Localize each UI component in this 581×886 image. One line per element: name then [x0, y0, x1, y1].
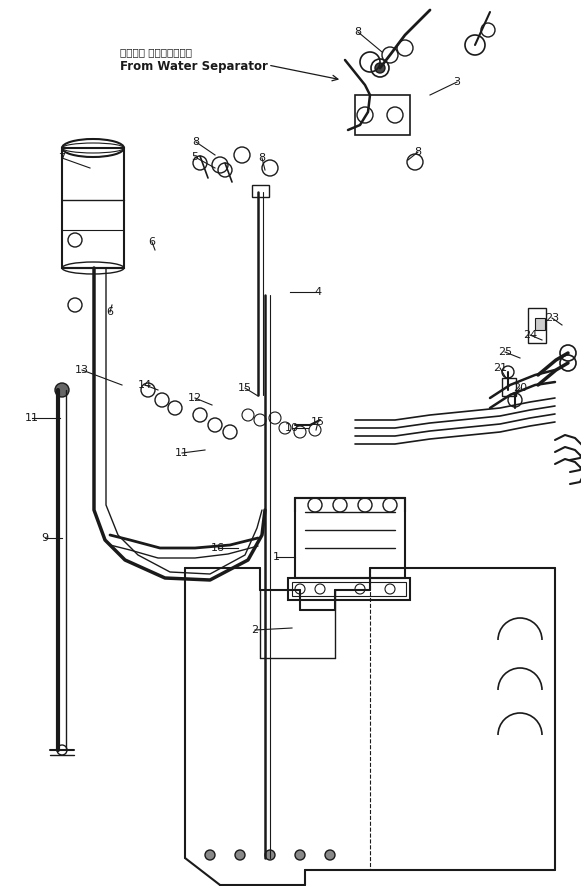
Text: 1: 1 [272, 552, 279, 562]
Text: 6: 6 [149, 237, 156, 247]
Bar [62, 148, 124, 268]
Text: 13: 13 [75, 365, 89, 375]
Bar [252, 185, 269, 197]
Circle shape [295, 850, 305, 860]
Text: 14: 14 [138, 380, 152, 390]
Bar [288, 578, 410, 600]
Text: 11: 11 [25, 413, 39, 423]
Bar [502, 378, 516, 396]
Text: 23: 23 [545, 313, 559, 323]
Text: 8: 8 [414, 147, 422, 157]
Text: 25: 25 [498, 347, 512, 357]
Text: 15: 15 [238, 383, 252, 393]
Bar [535, 318, 545, 330]
Text: 6: 6 [106, 307, 113, 317]
Circle shape [375, 63, 385, 73]
Bar [355, 95, 410, 135]
Text: 7: 7 [59, 153, 66, 163]
Text: 4: 4 [314, 287, 321, 297]
Text: 12: 12 [188, 393, 202, 403]
Bar [528, 308, 546, 343]
Text: 20: 20 [513, 383, 527, 393]
Text: 10: 10 [285, 423, 299, 433]
Text: ウォータ セパレータから: ウォータ セパレータから [120, 47, 192, 57]
Text: 21: 21 [493, 363, 507, 373]
Text: 3: 3 [454, 77, 461, 87]
Bar [292, 582, 406, 596]
Text: 9: 9 [41, 533, 49, 543]
Text: 8: 8 [192, 137, 199, 147]
Circle shape [205, 850, 215, 860]
Text: From Water Separator: From Water Separator [120, 59, 268, 73]
Text: 8: 8 [259, 153, 266, 163]
Circle shape [265, 850, 275, 860]
Text: 8: 8 [354, 27, 361, 37]
Circle shape [55, 383, 69, 397]
Text: 16: 16 [211, 543, 225, 553]
Circle shape [325, 850, 335, 860]
Text: 5: 5 [192, 152, 199, 162]
Text: 24: 24 [523, 330, 537, 340]
Bar [295, 498, 405, 578]
Circle shape [235, 850, 245, 860]
Text: 2: 2 [252, 625, 259, 635]
Text: 15: 15 [311, 417, 325, 427]
Text: 11: 11 [175, 448, 189, 458]
